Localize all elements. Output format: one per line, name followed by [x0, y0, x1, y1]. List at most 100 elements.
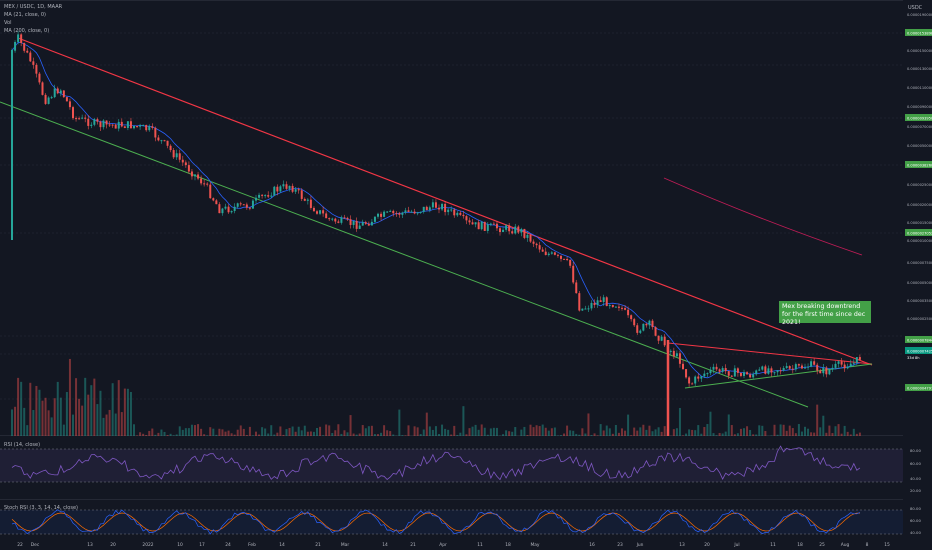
candle-body — [700, 376, 703, 379]
volume-bar — [654, 429, 657, 436]
candle-body — [517, 226, 520, 233]
volume-bar — [633, 427, 636, 436]
rsi-band — [0, 449, 903, 482]
candle-body — [398, 213, 401, 215]
candle-body — [578, 293, 581, 311]
annotation-line-1: Mex breaking downtrend — [782, 303, 861, 310]
volume-bar — [288, 427, 291, 436]
candle-body — [169, 145, 172, 151]
time-tick-label: 20 — [110, 542, 116, 548]
candle-body — [50, 97, 53, 99]
candle-body — [303, 198, 306, 201]
volume-bar — [386, 430, 389, 436]
candle-body — [41, 82, 44, 95]
volume-bar — [788, 425, 791, 436]
price-tick-label: 0.0000002500 — [907, 317, 932, 321]
candle-body — [102, 120, 105, 128]
candle-body — [172, 150, 175, 158]
volume-bar — [434, 426, 437, 436]
volume-bar — [267, 433, 270, 436]
volume-bar — [627, 414, 630, 436]
candle-body — [319, 210, 322, 214]
candle-body — [678, 353, 681, 364]
candle-body — [797, 364, 800, 366]
candle-body — [785, 366, 788, 369]
volume-bar — [697, 425, 700, 436]
candle-body — [425, 206, 428, 211]
volume-bar — [364, 428, 367, 436]
volume-bar — [93, 378, 96, 436]
volume-bar — [32, 410, 35, 436]
candle-body — [279, 186, 282, 192]
candle-body — [727, 371, 730, 376]
volume-bar — [398, 409, 401, 436]
candle-body — [35, 64, 38, 74]
candle-body — [505, 225, 508, 230]
candle-body — [752, 374, 755, 378]
volume-bar — [624, 430, 627, 436]
volume-bar — [441, 424, 444, 436]
volume-bar — [813, 432, 816, 436]
volume-bar — [255, 431, 257, 436]
candle-body — [428, 207, 431, 211]
candle-body — [212, 198, 215, 201]
candle-body — [523, 228, 526, 238]
candle-body — [535, 243, 538, 246]
candle-body — [663, 336, 666, 346]
candle-body — [65, 97, 68, 102]
candle-body — [14, 41, 17, 51]
volume-bar — [639, 427, 642, 436]
candle-body — [78, 118, 81, 120]
candle-body — [139, 125, 142, 127]
candle-body — [758, 369, 761, 371]
volume-bar — [843, 425, 846, 436]
volume-bar — [380, 432, 383, 436]
volume-bar — [840, 433, 843, 436]
volume-bar — [776, 434, 779, 436]
candle-body — [358, 225, 361, 229]
candle-body — [489, 223, 492, 225]
volume-bar — [837, 424, 840, 436]
candle-body — [849, 363, 852, 367]
candle-body — [20, 34, 23, 43]
volume-bar — [727, 414, 730, 436]
candle-body — [239, 203, 242, 205]
candle-body — [215, 200, 218, 205]
rsi-legend: RSI (14, close) — [4, 442, 41, 448]
volume-bar — [520, 429, 523, 436]
volume-bar — [218, 428, 221, 436]
candle-body — [133, 125, 135, 129]
volume-bar — [563, 433, 566, 436]
candle-body — [206, 183, 209, 185]
ma21-line — [11, 41, 860, 379]
candle-body — [453, 209, 456, 216]
candle-body — [367, 223, 370, 226]
volume-bar — [672, 429, 675, 436]
time-tick-label: 21 — [410, 542, 416, 548]
volume-bar — [816, 404, 819, 436]
candle-body — [572, 265, 575, 283]
candle-body — [816, 364, 819, 371]
volume-bar — [453, 425, 456, 436]
volume-bar — [791, 428, 794, 436]
price-tick-label: 0.0000130000 — [907, 67, 932, 71]
candle-body — [672, 350, 675, 357]
candle-body — [227, 206, 230, 213]
candle-body — [843, 364, 846, 369]
volume-bar — [648, 425, 651, 436]
candle-body — [233, 206, 236, 212]
candlesticks — [11, 30, 861, 436]
candle-body — [438, 207, 440, 210]
volume-bar — [392, 434, 395, 436]
volume-bar — [486, 434, 489, 436]
candle-body — [325, 213, 328, 219]
volume-bar — [300, 430, 303, 436]
candle-body — [175, 153, 178, 158]
volume-bar — [187, 428, 190, 436]
candle-body — [322, 210, 325, 214]
candle-body — [526, 234, 529, 238]
candle-body — [682, 363, 684, 370]
volume-bar — [90, 385, 93, 436]
candle-body — [23, 42, 26, 51]
volume-bar — [489, 428, 492, 436]
